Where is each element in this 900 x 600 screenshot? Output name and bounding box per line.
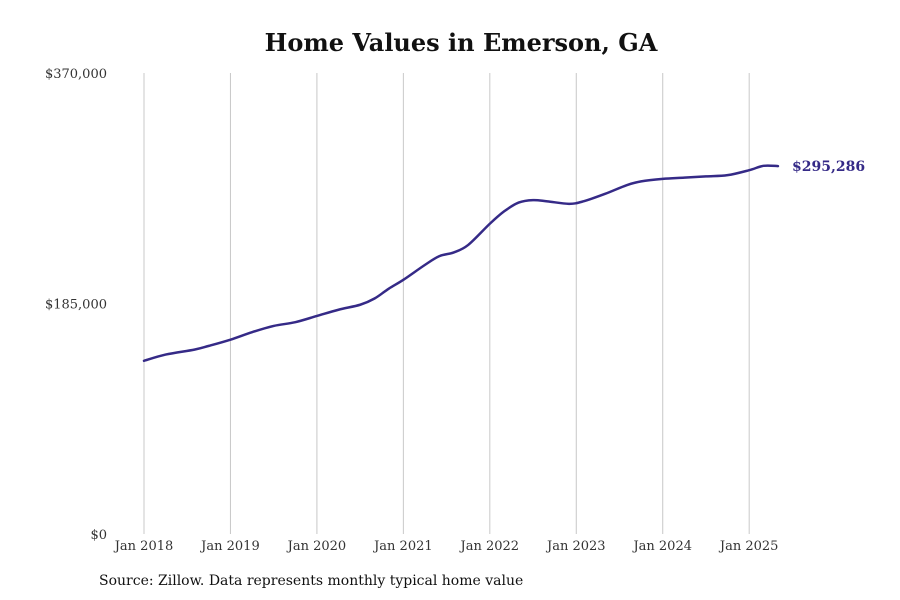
x-tick-label: Jan 2023 <box>545 539 606 554</box>
grid-lines <box>143 73 750 534</box>
x-tick-label: Jan 2020 <box>286 539 347 554</box>
chart-title: Home Values in Emerson, GA <box>264 28 658 57</box>
y-tick-label: $185,000 <box>45 298 107 313</box>
y-tick-label: $370,000 <box>45 67 107 82</box>
x-tick-label: Jan 2024 <box>631 539 692 554</box>
y-tick-label: $0 <box>90 528 107 543</box>
series-group <box>142 164 780 363</box>
end-value-label: $295,286 <box>792 159 865 175</box>
x-tick-label: Jan 2019 <box>199 539 260 554</box>
source-note: Source: Zillow. Data represents monthly … <box>99 573 524 589</box>
x-tick-label: Jan 2022 <box>459 539 520 554</box>
label-group: $295,286 <box>792 159 865 175</box>
x-tick-label: Jan 2025 <box>718 539 779 554</box>
x-axis: Jan 2018 Jan 2019 Jan 2020 Jan 2021 Jan 2022… <box>113 539 779 554</box>
y-axis: $370,000 $185,000 $0 <box>45 67 107 543</box>
x-tick-label: Jan 2021 <box>372 539 433 554</box>
x-tick-label: Jan 2018 <box>113 539 174 554</box>
series-line <box>142 164 780 363</box>
